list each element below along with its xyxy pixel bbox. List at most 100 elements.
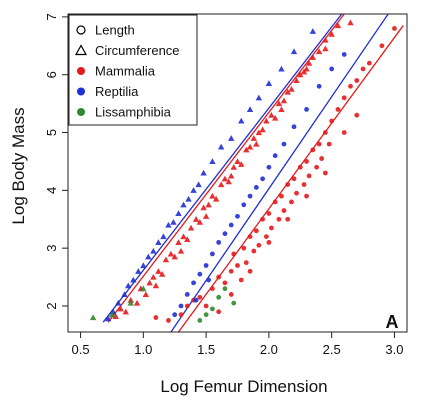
legend-marker-filled-circle — [77, 108, 85, 116]
y-tick-label: 2 — [44, 302, 59, 309]
point-mammalia-length — [304, 159, 309, 164]
point-reptilia-length — [316, 83, 322, 89]
legend-marker-filled-circle — [77, 67, 85, 75]
point-lissamphibia-circumference — [140, 285, 147, 292]
x-tick-label: 3.0 — [385, 342, 403, 357]
point-mammalia-circumference — [250, 135, 258, 141]
point-reptilia-length — [193, 297, 199, 303]
point-mammalia-length — [366, 60, 372, 66]
point-mammalia-circumference — [133, 299, 141, 306]
point-lissamphibia-circumference — [89, 314, 97, 321]
point-reptilia-length — [291, 124, 297, 130]
point-mammalia-length — [222, 280, 228, 286]
point-mammalia-circumference — [303, 65, 310, 72]
point-mammalia-length — [304, 193, 309, 199]
legend-label: Reptilia — [95, 84, 139, 99]
point-reptilia-circumference — [121, 291, 128, 297]
point-mammalia-length — [269, 225, 274, 231]
point-mammalia-length — [216, 274, 222, 280]
point-mammalia-circumference — [280, 97, 288, 104]
point-reptilia-circumference — [255, 94, 263, 101]
point-mammalia-circumference — [255, 129, 263, 136]
point-mammalia-length — [310, 147, 316, 153]
point-mammalia-circumference — [212, 195, 220, 202]
point-mammalia-length — [281, 208, 287, 213]
point-mammalia-circumference — [155, 268, 162, 274]
point-mammalia-length — [228, 268, 234, 274]
point-reptilia-length — [241, 202, 247, 208]
point-reptilia-length — [304, 107, 309, 112]
point-reptilia-circumference — [140, 262, 147, 269]
point-lissamphibia-length — [203, 312, 209, 318]
point-mammalia-length — [348, 83, 353, 89]
point-lissamphibia-length — [222, 286, 228, 292]
point-mammalia-circumference — [347, 19, 354, 26]
x-tick-label: 2.5 — [323, 342, 341, 357]
y-tick-label: 7 — [44, 13, 59, 20]
point-reptilia-circumference — [217, 143, 225, 150]
point-mammalia-circumference — [228, 172, 235, 179]
point-mammalia-length — [306, 173, 312, 179]
point-reptilia-circumference — [200, 169, 207, 176]
point-mammalia-circumference — [112, 313, 119, 319]
point-mammalia-length — [301, 182, 307, 187]
axes: 0.5 1.0 1.5 2.0 2.5 3.0 2 3 4 5 6 7 — [44, 13, 408, 357]
point-mammalia-circumference — [309, 54, 317, 60]
point-reptilia-length — [341, 52, 347, 57]
legend: Length Circumference Mammalia Reptilia Lissa… — [68, 14, 198, 126]
point-lissamphibia-length — [231, 300, 237, 306]
point-reptilia-circumference — [150, 247, 157, 254]
point-reptilia-circumference — [209, 158, 216, 164]
y-tick-label: 3 — [44, 245, 59, 252]
point-mammalia-circumference — [259, 126, 266, 133]
panel-label: A — [386, 312, 399, 332]
point-reptilia-circumference — [170, 218, 177, 225]
point-mammalia-circumference — [192, 216, 200, 222]
y-axis-label: Log Body Mass — [9, 107, 28, 224]
point-reptilia-circumference — [165, 221, 172, 228]
point-mammalia-circumference — [246, 143, 254, 150]
point-reptilia-circumference — [190, 187, 197, 193]
point-mammalia-circumference — [205, 201, 212, 208]
point-mammalia-length — [184, 303, 190, 309]
point-reptilia-length — [281, 141, 287, 147]
point-mammalia-circumference — [171, 253, 178, 260]
point-reptilia-circumference — [278, 65, 285, 72]
point-mammalia-length — [197, 294, 203, 300]
point-mammalia-length — [276, 216, 282, 222]
point-reptilia-length — [228, 222, 234, 228]
point-reptilia-length — [191, 280, 196, 286]
point-lissamphibia-circumference — [127, 299, 134, 306]
point-mammalia-length — [341, 95, 347, 101]
point-reptilia-length — [260, 176, 266, 182]
point-mammalia-length — [354, 112, 360, 118]
point-mammalia-length — [285, 216, 291, 222]
x-tick-label: 1.0 — [134, 342, 152, 357]
point-reptilia-length — [222, 231, 228, 237]
point-mammalia-circumference — [184, 236, 191, 243]
point-reptilia-circumference — [125, 282, 132, 289]
point-mammalia-length — [322, 170, 328, 176]
point-mammalia-length — [166, 318, 171, 323]
point-mammalia-circumference — [167, 250, 175, 257]
legend-marker-filled-circle — [77, 87, 85, 96]
point-mammalia-circumference — [217, 181, 225, 188]
legend-item-reptilia: Reptilia — [77, 84, 139, 99]
legend-label: Mammalia — [95, 64, 156, 79]
point-mammalia-length — [285, 182, 291, 187]
point-reptilia-length — [209, 251, 215, 257]
point-mammalia-length — [253, 228, 259, 234]
point-mammalia-length — [279, 193, 284, 199]
point-mammalia-circumference — [230, 164, 237, 170]
point-reptilia-circumference — [145, 253, 152, 260]
y-tick-label: 6 — [44, 71, 59, 78]
point-mammalia-length — [178, 312, 184, 318]
point-mammalia-circumference — [284, 88, 291, 95]
point-mammalia-circumference — [315, 48, 323, 55]
point-mammalia-length — [209, 286, 215, 292]
point-mammalia-length — [341, 130, 347, 135]
point-mammalia-length — [231, 251, 237, 257]
point-mammalia-length — [247, 268, 253, 274]
point-reptilia-length — [235, 213, 240, 219]
plot-frame — [67, 13, 408, 333]
